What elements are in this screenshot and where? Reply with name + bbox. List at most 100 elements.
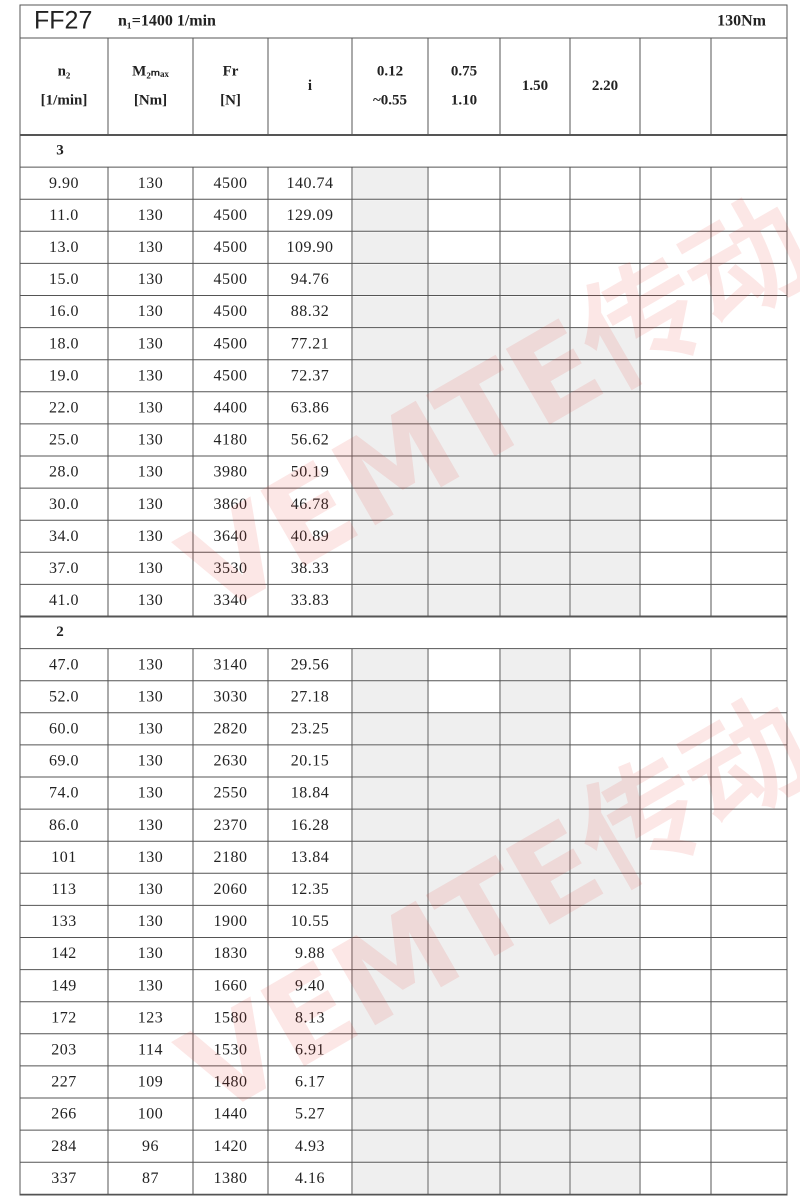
availability-cell [501, 970, 569, 1002]
cell-value: 123 [138, 1009, 164, 1026]
cell-value: 69.0 [49, 753, 79, 770]
availability-cell [429, 553, 499, 585]
header-label: 1.10 [451, 92, 477, 108]
cell-value: 33.83 [291, 592, 330, 609]
availability-cell [353, 328, 427, 360]
cell-value: 23.25 [291, 721, 330, 738]
availability-cell [571, 874, 639, 906]
availability-cell [429, 457, 499, 489]
rated-torque: 130Nm [717, 13, 767, 30]
availability-cell [501, 489, 569, 521]
availability-cell [353, 489, 427, 521]
cell-value: 2180 [214, 849, 248, 866]
cell-value: 114 [138, 1042, 163, 1059]
cell-value: 13.0 [49, 239, 79, 256]
cell-value: 29.56 [291, 656, 330, 673]
cell-value: 130 [138, 560, 164, 577]
availability-cell [571, 328, 639, 360]
availability-cell [501, 392, 569, 424]
availability-cell [353, 521, 427, 553]
availability-cell [571, 392, 639, 424]
cell-value: 4500 [214, 271, 248, 288]
availability-cell [429, 1034, 499, 1066]
availability-cell [353, 1099, 427, 1131]
cell-value: 4500 [214, 207, 248, 224]
availability-cell [353, 1034, 427, 1066]
cell-value: 9.40 [295, 977, 325, 994]
cell-value: 130 [138, 175, 164, 192]
availability-cell [571, 810, 639, 842]
cell-value: 4500 [214, 367, 248, 384]
cell-value: 172 [51, 1009, 77, 1026]
availability-cell [429, 296, 499, 328]
availability-cell [571, 360, 639, 392]
availability-cell [429, 360, 499, 392]
header-label: 2.20 [592, 78, 618, 94]
cell-value: 22.0 [49, 400, 79, 417]
availability-cell [353, 778, 427, 810]
cell-value: 63.86 [291, 400, 330, 417]
cell-value: 130 [138, 528, 164, 545]
availability-cell [429, 938, 499, 970]
cell-value: 28.0 [49, 464, 79, 481]
cell-value: 27.18 [291, 688, 330, 705]
availability-cell [353, 649, 427, 681]
availability-cell [429, 392, 499, 424]
cell-value: 6.17 [295, 1074, 325, 1091]
availability-cell [353, 681, 427, 713]
availability-cell [501, 842, 569, 874]
cell-value: 129.09 [287, 207, 334, 224]
group-label: 3 [56, 142, 64, 158]
input-speed: n₁=1400 1/min [118, 13, 216, 30]
cell-value: 4.93 [295, 1138, 325, 1155]
cell-value: 40.89 [291, 528, 330, 545]
header-label: 0.75 [451, 63, 477, 79]
cell-value: 2820 [214, 721, 248, 738]
availability-cell [353, 842, 427, 874]
availability-cell [501, 1163, 569, 1195]
availability-cell [501, 713, 569, 745]
cell-value: 130 [138, 656, 164, 673]
cell-value: 1900 [214, 913, 248, 930]
cell-value: 130 [138, 688, 164, 705]
cell-value: 1380 [214, 1170, 248, 1187]
availability-cell [353, 424, 427, 456]
cell-value: 60.0 [49, 721, 79, 738]
cell-value: 149 [51, 977, 77, 994]
cell-value: 109 [138, 1074, 164, 1091]
availability-cell [501, 810, 569, 842]
cell-value: 34.0 [49, 528, 79, 545]
availability-cell [429, 713, 499, 745]
cell-value: 337 [51, 1170, 77, 1187]
availability-cell [501, 328, 569, 360]
cell-value: 2060 [214, 881, 248, 898]
cell-value: 130 [138, 239, 164, 256]
availability-cell [429, 1066, 499, 1098]
availability-cell [429, 906, 499, 938]
cell-value: 19.0 [49, 367, 79, 384]
cell-value: 94.76 [291, 271, 330, 288]
header-label: ~0.55 [373, 92, 407, 108]
availability-cell [501, 360, 569, 392]
cell-value: 10.55 [291, 913, 330, 930]
cell-value: 3980 [214, 464, 248, 481]
availability-cell [353, 1131, 427, 1163]
availability-cell [353, 810, 427, 842]
cell-value: 50.19 [291, 464, 330, 481]
cell-value: 3640 [214, 528, 248, 545]
cell-value: 130 [138, 785, 164, 802]
availability-cell [429, 745, 499, 777]
cell-value: 6.91 [295, 1042, 325, 1059]
availability-cell [571, 424, 639, 456]
cell-value: 2370 [214, 817, 248, 834]
cell-value: 266 [51, 1106, 77, 1123]
cell-value: 74.0 [49, 785, 79, 802]
cell-value: 37.0 [49, 560, 79, 577]
availability-cell [429, 521, 499, 553]
availability-cell [353, 232, 427, 264]
header-label: [Nm] [134, 92, 167, 108]
cell-value: 4500 [214, 239, 248, 256]
cell-value: 130 [138, 753, 164, 770]
header-label: Fr [223, 63, 239, 79]
cell-value: 3860 [214, 496, 248, 513]
